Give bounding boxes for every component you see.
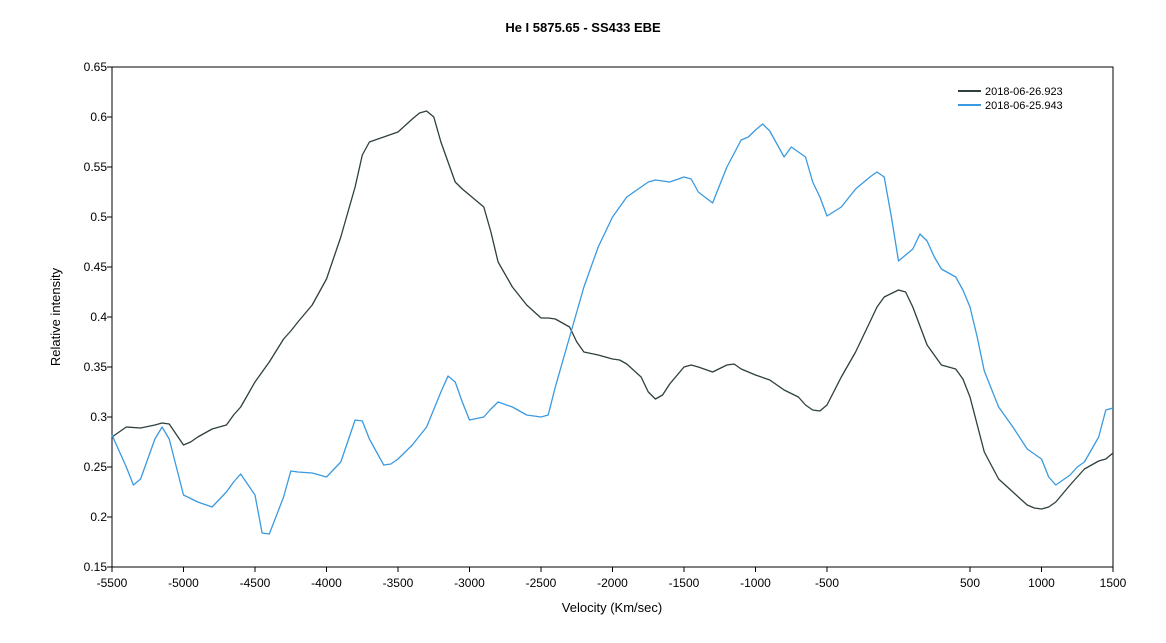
x-tick-label: 1000 [1028, 576, 1055, 590]
x-tick-label: -3000 [454, 576, 485, 590]
x-tick-label: -1500 [669, 576, 700, 590]
x-axis-ticks: -5500 -5000 -4500 -4000 -3500 -3000 -2500 -2000… [97, 567, 1127, 590]
y-axis-title: Relative intensity [48, 267, 63, 366]
x-tick-label: -1000 [740, 576, 771, 590]
series-group [111, 110, 1114, 535]
y-tick-label: 0.15 [84, 560, 108, 574]
y-tick-label: 0.55 [84, 160, 108, 174]
x-tick-label: 500 [960, 576, 980, 590]
series-line-2 [111, 123, 1114, 535]
x-tick-label: -5500 [97, 576, 128, 590]
x-tick-label: 1500 [1100, 576, 1127, 590]
plot-area-frame [111, 66, 1114, 568]
y-tick-label: 0.35 [84, 360, 108, 374]
legend-label-2: 2018-06-25.943 [985, 100, 1063, 112]
y-tick-label: 0.25 [84, 460, 108, 474]
x-tick-label: -4500 [240, 576, 271, 590]
x-tick-label: -500 [815, 576, 839, 590]
y-tick-label: 0.65 [84, 60, 108, 74]
legend: 2018-06-26.923 2018-06-25.943 [958, 86, 1063, 112]
y-tick-label: 0.2 [90, 510, 107, 524]
x-axis-title: Velocity (Km/sec) [562, 600, 662, 615]
x-tick-label: -2500 [526, 576, 557, 590]
series-line-1 [111, 110, 1114, 510]
chart-title: He I 5875.65 - SS433 EBE [505, 20, 661, 35]
y-tick-label: 0.45 [84, 260, 108, 274]
x-tick-label: -5000 [168, 576, 199, 590]
y-tick-label: 0.4 [90, 310, 107, 324]
x-tick-label: -3500 [383, 576, 414, 590]
x-tick-label: -4000 [311, 576, 342, 590]
y-tick-label: 0.6 [90, 110, 107, 124]
y-tick-label: 0.3 [90, 410, 107, 424]
y-axis-ticks: 0.15 0.2 0.25 0.3 0.35 0.4 0.45 0.5 0.55 0.6 0.65 [84, 60, 112, 574]
legend-label-1: 2018-06-26.923 [985, 86, 1063, 98]
x-tick-label: -2000 [597, 576, 628, 590]
y-tick-label: 0.5 [90, 210, 107, 224]
